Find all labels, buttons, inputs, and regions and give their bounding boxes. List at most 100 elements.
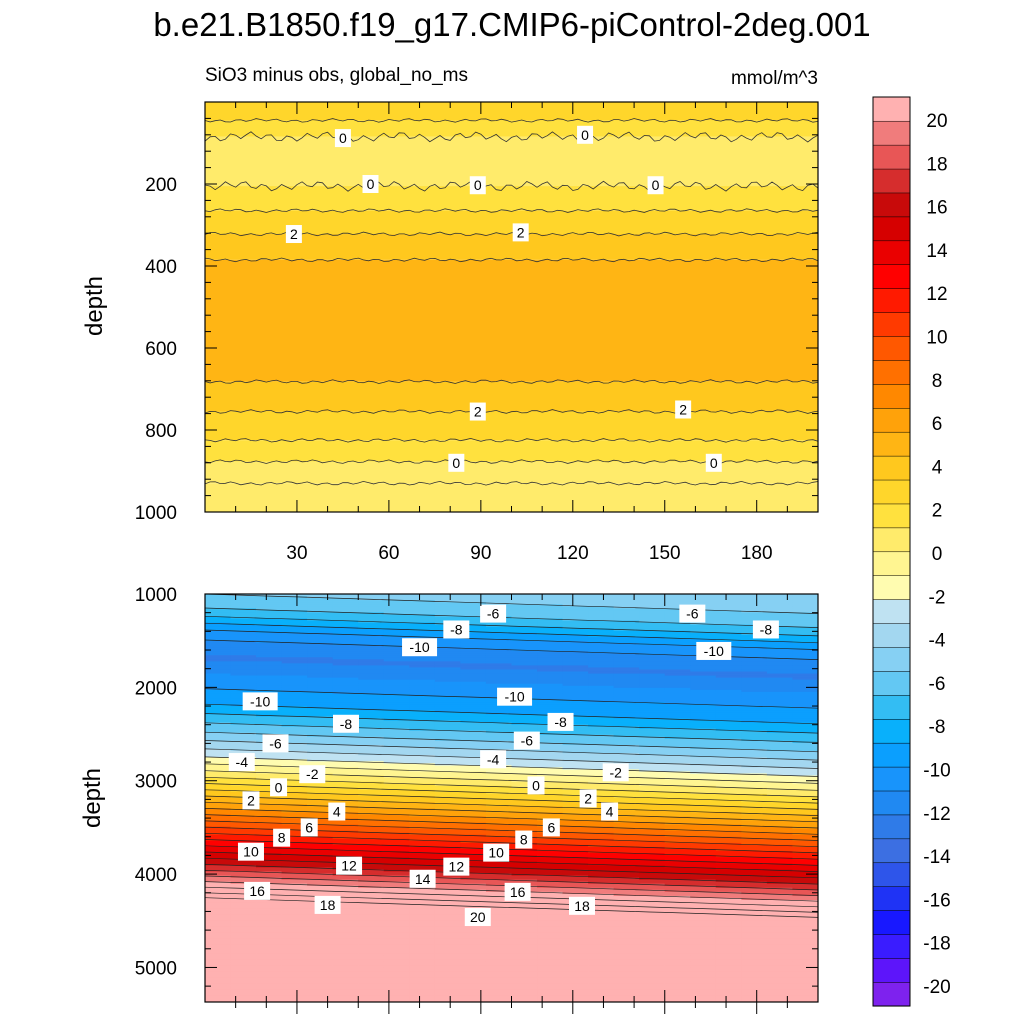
- contour-cell: [485, 861, 513, 864]
- contour-cell: [792, 655, 818, 658]
- contour-cell: [690, 706, 717, 709]
- contour-cell: [664, 700, 691, 703]
- contour-line: [205, 257, 818, 263]
- contour-cell: [205, 932, 232, 936]
- contour-cell: [281, 783, 308, 787]
- contour-cell: [307, 712, 334, 715]
- contour-cell: [715, 730, 742, 734]
- contour-cell: [639, 955, 666, 958]
- contour-cell: [460, 775, 487, 779]
- contour-cell: [639, 630, 666, 634]
- contour-cell: [715, 816, 742, 819]
- contour-cell: [562, 881, 589, 885]
- contour-cell: [281, 826, 308, 830]
- contour-cell: [332, 828, 359, 832]
- contour-cell: [741, 604, 768, 607]
- contour-cell: [307, 783, 334, 787]
- contour-cell: [715, 679, 742, 683]
- contour-cell: [613, 720, 640, 724]
- contour-cell: [715, 753, 742, 756]
- contour-cell: [383, 724, 410, 728]
- contour-cell: [639, 861, 666, 864]
- contour-cell: [230, 732, 257, 736]
- contour-cell: [537, 930, 564, 934]
- contour-cell: [511, 753, 538, 756]
- contour-cell: [409, 959, 436, 962]
- contour-cell: [562, 842, 589, 846]
- contour-cell: [205, 936, 232, 940]
- contour-cell: [664, 620, 691, 624]
- contour-cell: [307, 622, 334, 626]
- contour-cell: [766, 775, 794, 779]
- contour-cell: [562, 849, 589, 852]
- contour-cell: [205, 946, 232, 950]
- contour-cell: [332, 883, 359, 887]
- contour-cell: [358, 802, 385, 805]
- contour-cell: [537, 865, 564, 868]
- contour-cell: [690, 997, 717, 1001]
- contour-cell: [690, 698, 717, 701]
- contour-cell: [613, 920, 640, 924]
- contour-cell: [690, 602, 717, 605]
- contour-cell: [332, 734, 359, 738]
- contour-cell: [409, 828, 436, 832]
- contour-cell: [409, 777, 436, 781]
- contour-cell: [715, 802, 742, 805]
- contour-cell: [205, 738, 232, 742]
- contour-cell: [537, 624, 564, 628]
- contour-cell: [511, 728, 538, 732]
- contour-cell: [332, 608, 359, 611]
- contour-cell: [281, 883, 308, 887]
- contour-cell: [485, 977, 513, 981]
- contour-line: [205, 851, 818, 872]
- contour-cell: [639, 836, 666, 840]
- contour-cell: [358, 642, 385, 646]
- contour-cell: [460, 997, 487, 1001]
- contour-cell: [741, 920, 768, 924]
- contour-cell: [460, 863, 487, 866]
- contour-cell: [511, 800, 538, 803]
- contour-cell: [664, 975, 691, 979]
- contour-cell: [664, 932, 691, 936]
- contour-cell: [383, 806, 410, 809]
- contour-cell: [792, 600, 818, 603]
- contour-cell: [792, 965, 818, 968]
- contour-cell: [332, 955, 359, 958]
- contour-cell: [230, 604, 257, 607]
- contour-cell: [205, 942, 232, 946]
- contour-cell: [664, 849, 691, 852]
- contour-cell: [715, 818, 742, 822]
- contour-cell: [230, 661, 257, 664]
- contour-cell: [434, 645, 462, 648]
- contour-cell: [562, 732, 589, 736]
- contour-cell: [307, 881, 334, 885]
- contour-cell: [281, 955, 308, 958]
- contour-cell: [792, 957, 818, 960]
- contour-cell: [434, 616, 462, 620]
- contour-cell: [434, 608, 462, 611]
- contour-cell: [741, 677, 768, 681]
- contour-cell: [588, 696, 615, 699]
- contour-cell: [434, 997, 462, 1001]
- contour-cell: [690, 628, 717, 632]
- contour-cell: [690, 971, 717, 975]
- contour-cell: [332, 749, 359, 752]
- contour-cell: [588, 798, 615, 801]
- contour-cell: [230, 653, 257, 656]
- contour-cell: [664, 669, 691, 673]
- contour-cell: [205, 679, 232, 683]
- contour-cell: [588, 932, 615, 936]
- contour-cell: [281, 802, 308, 805]
- contour-cell: [511, 771, 538, 775]
- contour-cell: [792, 867, 818, 870]
- contour-cell: [332, 706, 359, 709]
- contour-cell: [715, 618, 742, 622]
- contour-cell: [409, 834, 436, 838]
- contour-cell: [511, 620, 538, 624]
- contour-cell: [511, 916, 538, 919]
- contour-cell: [256, 765, 283, 768]
- contour-cell: [307, 991, 334, 995]
- contour-cell: [383, 777, 410, 781]
- contour-cell: [383, 873, 410, 877]
- contour-cell: [766, 808, 794, 811]
